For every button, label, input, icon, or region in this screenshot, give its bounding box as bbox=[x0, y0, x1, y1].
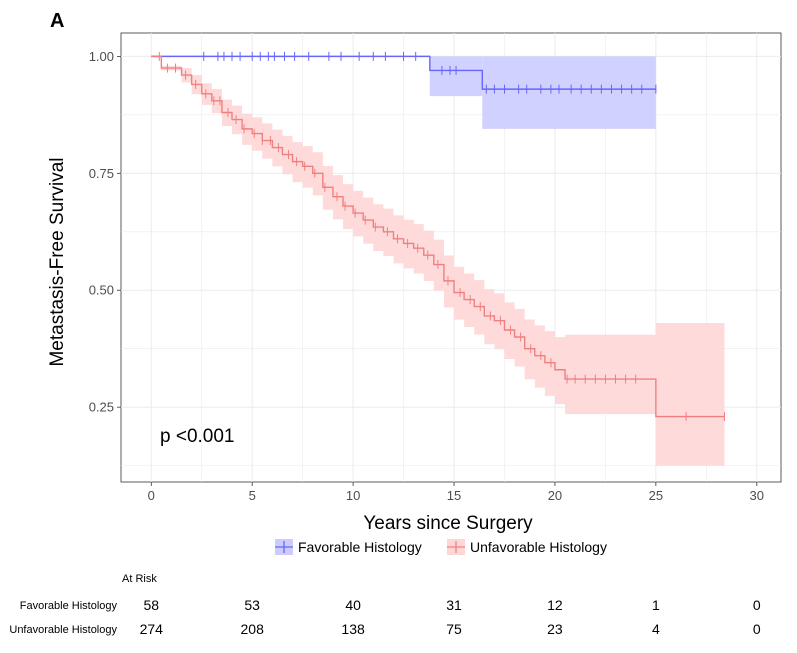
y-axis: 0.25 0.50 0.75 1.00 bbox=[89, 49, 121, 415]
legend: Favorable Histology Unfavorable Histolog… bbox=[275, 539, 607, 555]
x-tick-label: 30 bbox=[750, 488, 764, 503]
x-tick-label: 5 bbox=[249, 488, 256, 503]
risk-value: 138 bbox=[341, 621, 365, 637]
x-tick-label: 10 bbox=[346, 488, 360, 503]
x-tick-label: 25 bbox=[649, 488, 663, 503]
risk-value: 208 bbox=[241, 621, 265, 637]
legend-label-unfavorable: Unfavorable Histology bbox=[470, 539, 607, 555]
y-tick-label: 0.25 bbox=[89, 400, 114, 415]
x-tick-label: 20 bbox=[548, 488, 562, 503]
risk-value: 0 bbox=[753, 597, 761, 613]
risk-value: 1 bbox=[652, 597, 660, 613]
risk-value: 274 bbox=[140, 621, 164, 637]
risk-row-label-unfavorable: Unfavorable Histology bbox=[9, 624, 117, 636]
x-axis-title: Years since Surgery bbox=[363, 513, 533, 534]
legend-label-favorable: Favorable Histology bbox=[298, 539, 422, 555]
risk-table-title: At Risk bbox=[122, 573, 157, 585]
risk-value: 23 bbox=[547, 621, 563, 637]
ci-band-favorable bbox=[482, 56, 656, 129]
survival-curves bbox=[151, 51, 725, 422]
panel-label: A bbox=[50, 10, 64, 32]
x-tick-label: 0 bbox=[148, 488, 155, 503]
risk-row-label-favorable: Favorable Histology bbox=[20, 600, 118, 612]
y-axis-title: Metastasis-Free Survival bbox=[47, 157, 68, 366]
y-tick-label: 1.00 bbox=[89, 49, 114, 64]
risk-value: 53 bbox=[244, 597, 260, 613]
risk-value: 12 bbox=[547, 597, 563, 613]
risk-value: 4 bbox=[652, 621, 660, 637]
legend-item-unfavorable: Unfavorable Histology bbox=[447, 539, 607, 555]
x-axis: 0 5 10 15 20 25 30 bbox=[148, 482, 764, 503]
ci-band-favorable bbox=[429, 56, 483, 97]
survival-curve-unfavorable bbox=[151, 55, 725, 418]
x-tick-label: 15 bbox=[447, 488, 461, 503]
risk-value: 31 bbox=[446, 597, 462, 613]
risk-table: At Risk Favorable Histology Unfavorable … bbox=[9, 573, 761, 637]
risk-value: 58 bbox=[143, 597, 159, 613]
risk-value: 75 bbox=[446, 621, 462, 637]
y-tick-label: 0.50 bbox=[89, 283, 114, 298]
risk-value: 40 bbox=[345, 597, 361, 613]
y-tick-label: 0.75 bbox=[89, 166, 114, 181]
p-value-annotation: p <0.001 bbox=[160, 426, 235, 447]
risk-value: 0 bbox=[753, 621, 761, 637]
legend-item-favorable: Favorable Histology bbox=[275, 539, 422, 555]
plot-panel: p <0.001 bbox=[120, 32, 782, 483]
